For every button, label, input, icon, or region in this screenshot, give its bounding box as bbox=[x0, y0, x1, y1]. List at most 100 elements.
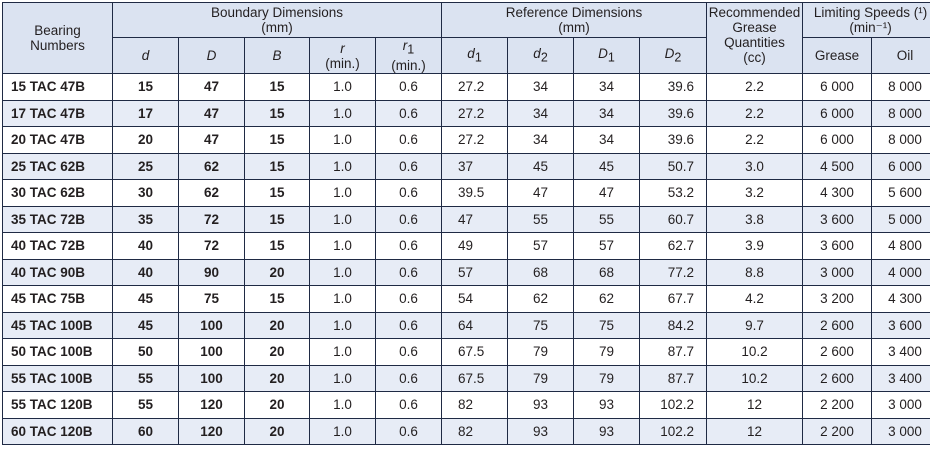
cell-B: 20 bbox=[245, 312, 310, 339]
cell-r1: 0.6 bbox=[376, 180, 442, 207]
cell-grease-speed: 2 600 bbox=[803, 339, 872, 366]
cell-d1: 27.2 bbox=[442, 74, 508, 101]
cell-grease-quantity: 3.0 bbox=[707, 153, 803, 180]
cell-r: 1.0 bbox=[310, 312, 376, 339]
cell-D: 47 bbox=[179, 100, 245, 127]
cell-oil-speed: 8 000 bbox=[872, 74, 930, 101]
cell-oil-speed: 3 400 bbox=[872, 339, 930, 366]
cell-d1: 57 bbox=[442, 259, 508, 286]
cell-d: 45 bbox=[113, 312, 179, 339]
cell-grease-speed: 2 200 bbox=[803, 392, 872, 419]
cell-D1: 93 bbox=[574, 392, 640, 419]
cell-B: 15 bbox=[245, 127, 310, 154]
cell-grease-quantity: 10.2 bbox=[707, 365, 803, 392]
cell-d: 30 bbox=[113, 180, 179, 207]
cell-B: 20 bbox=[245, 365, 310, 392]
cell-D2: 39.6 bbox=[640, 100, 707, 127]
header-D2-symbol: D bbox=[665, 46, 675, 61]
cell-d2: 68 bbox=[508, 259, 574, 286]
cell-grease-quantity: 2.2 bbox=[707, 74, 803, 101]
cell-grease-quantity: 8.8 bbox=[707, 259, 803, 286]
cell-bearing-number: 45 TAC 75B bbox=[3, 286, 113, 313]
cell-D: 47 bbox=[179, 127, 245, 154]
cell-r: 1.0 bbox=[310, 418, 376, 445]
cell-d2: 47 bbox=[508, 180, 574, 207]
cell-D1: 62 bbox=[574, 286, 640, 313]
cell-B: 15 bbox=[245, 286, 310, 313]
cell-d2: 34 bbox=[508, 100, 574, 127]
cell-B: 15 bbox=[245, 153, 310, 180]
cell-d2: 34 bbox=[508, 74, 574, 101]
cell-d: 60 bbox=[113, 418, 179, 445]
cell-D1: 57 bbox=[574, 233, 640, 260]
cell-d2: 45 bbox=[508, 153, 574, 180]
cell-D2: 87.7 bbox=[640, 339, 707, 366]
cell-D: 75 bbox=[179, 286, 245, 313]
cell-D1: 34 bbox=[574, 127, 640, 154]
cell-D2: 84.2 bbox=[640, 312, 707, 339]
cell-d1: 67.5 bbox=[442, 365, 508, 392]
cell-D: 72 bbox=[179, 233, 245, 260]
cell-d2: 93 bbox=[508, 418, 574, 445]
cell-B: 20 bbox=[245, 259, 310, 286]
cell-r: 1.0 bbox=[310, 286, 376, 313]
header-r1-subscript: 1 bbox=[407, 43, 414, 57]
cell-oil-speed: 3 000 bbox=[872, 418, 930, 445]
cell-grease-speed: 2 600 bbox=[803, 312, 872, 339]
cell-D1: 34 bbox=[574, 74, 640, 101]
cell-d1: 27.2 bbox=[442, 127, 508, 154]
cell-bearing-number: 40 TAC 90B bbox=[3, 259, 113, 286]
header-oil: Oil bbox=[872, 38, 930, 74]
cell-B: 15 bbox=[245, 206, 310, 233]
cell-B: 20 bbox=[245, 392, 310, 419]
cell-d2: 57 bbox=[508, 233, 574, 260]
header-r-symbol: r bbox=[340, 41, 345, 56]
cell-D: 120 bbox=[179, 418, 245, 445]
cell-D: 62 bbox=[179, 153, 245, 180]
cell-D2: 50.7 bbox=[640, 153, 707, 180]
cell-grease-quantity: 3.9 bbox=[707, 233, 803, 260]
cell-d: 20 bbox=[113, 127, 179, 154]
cell-bearing-number: 60 TAC 120B bbox=[3, 418, 113, 445]
cell-grease-quantity: 2.2 bbox=[707, 100, 803, 127]
cell-D2: 67.7 bbox=[640, 286, 707, 313]
cell-D1: 75 bbox=[574, 312, 640, 339]
cell-bearing-number: 30 TAC 62B bbox=[3, 180, 113, 207]
cell-d: 40 bbox=[113, 259, 179, 286]
cell-r: 1.0 bbox=[310, 180, 376, 207]
cell-D: 47 bbox=[179, 74, 245, 101]
cell-grease-speed: 4 500 bbox=[803, 153, 872, 180]
cell-r1: 0.6 bbox=[376, 339, 442, 366]
cell-d: 35 bbox=[113, 206, 179, 233]
cell-oil-speed: 4 000 bbox=[872, 259, 930, 286]
cell-d: 25 bbox=[113, 153, 179, 180]
cell-bearing-number: 35 TAC 72B bbox=[3, 206, 113, 233]
cell-D: 120 bbox=[179, 392, 245, 419]
bearing-dimensions-table: Bearing Numbers Boundary Dimensions (mm)… bbox=[2, 2, 930, 445]
header-d1: d1 bbox=[442, 38, 508, 74]
cell-d2: 79 bbox=[508, 339, 574, 366]
cell-grease-quantity: 9.7 bbox=[707, 312, 803, 339]
cell-D1: 68 bbox=[574, 259, 640, 286]
cell-grease-quantity: 12 bbox=[707, 418, 803, 445]
cell-d2: 75 bbox=[508, 312, 574, 339]
header-r-min: r (min.) bbox=[310, 38, 376, 74]
cell-r1: 0.6 bbox=[376, 153, 442, 180]
header-d1-subscript: 1 bbox=[475, 50, 482, 64]
cell-d1: 27.2 bbox=[442, 100, 508, 127]
cell-oil-speed: 6 000 bbox=[872, 153, 930, 180]
cell-bearing-number: 45 TAC 100B bbox=[3, 312, 113, 339]
cell-grease-speed: 3 200 bbox=[803, 286, 872, 313]
cell-oil-speed: 4 300 bbox=[872, 286, 930, 313]
cell-grease-speed: 6 000 bbox=[803, 74, 872, 101]
cell-D2: 87.7 bbox=[640, 365, 707, 392]
cell-r1: 0.6 bbox=[376, 312, 442, 339]
cell-grease-quantity: 2.2 bbox=[707, 127, 803, 154]
cell-D2: 102.2 bbox=[640, 418, 707, 445]
